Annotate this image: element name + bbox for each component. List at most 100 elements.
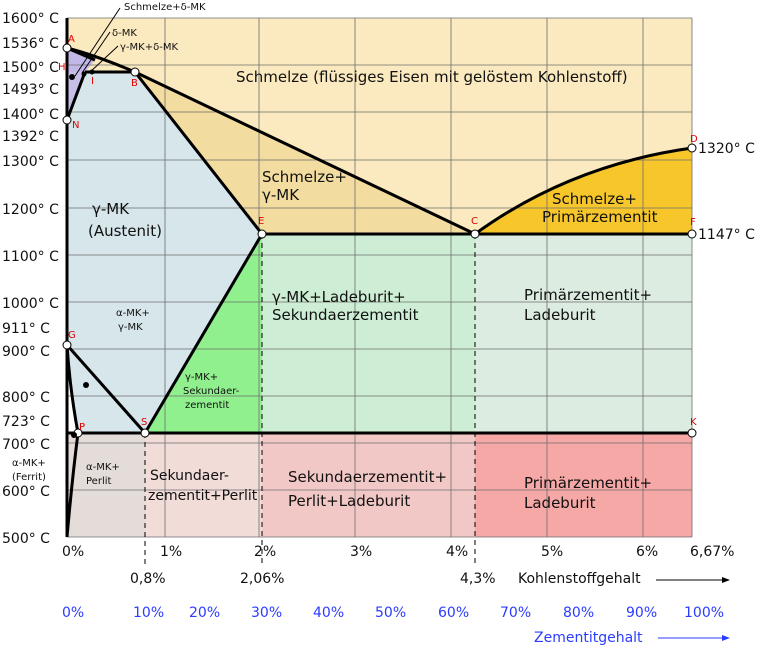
label-i: I — [91, 76, 94, 87]
label-melt-prim-1: Schmelze+ — [552, 190, 637, 208]
label-alpha-gamma-2: γ-MK — [118, 322, 143, 333]
y-label: 1000° C — [2, 296, 59, 312]
x-special-label: 4,3% — [460, 571, 496, 587]
cementite-axis-label: Zementitgehalt — [534, 630, 643, 646]
label-melt: Schmelze (flüssiges Eisen mit gelöstem K… — [236, 68, 628, 86]
cementite-labels: 0% 10% 20% 30% 40% 50% 60% 70% 80% 90% 1… — [62, 605, 724, 646]
y-label: 1392° C — [2, 129, 59, 145]
cementite-label: 90% — [626, 605, 657, 621]
region-delta — [67, 48, 95, 72]
cementite-label: 50% — [375, 605, 406, 621]
point-a-marker — [62, 43, 72, 53]
y-label: 800° C — [2, 390, 50, 406]
phase-lines — [65, 18, 693, 538]
label-prim-led-low-1: Primärzementit+ — [524, 474, 652, 492]
y-label: 1536° C — [2, 36, 59, 52]
y-label: 1493° C — [2, 82, 59, 98]
y-label: 1600° C — [2, 11, 59, 27]
y-label: 700° C — [2, 437, 50, 453]
label-alpha-gamma-1: α-MK+ — [116, 308, 150, 319]
label-melt-gamma-2: γ-MK — [262, 186, 300, 204]
region-alpha-perlit — [67, 433, 145, 537]
point-d-marker — [687, 143, 697, 153]
carbon-axis-label: Kohlenstoffgehalt — [518, 571, 641, 587]
cementite-label: 20% — [189, 605, 220, 621]
label-ferrit-1: α-MK+ — [12, 458, 46, 469]
x-label: 6% — [636, 544, 658, 560]
phase-points — [62, 43, 697, 438]
cementite-label: 70% — [500, 605, 531, 621]
y-label: 1400° C — [2, 107, 59, 123]
cementite-label: 0% — [62, 605, 84, 621]
point-letters: A B C D E F G H I K N P S — [58, 34, 698, 433]
y-label: 500° C — [2, 531, 50, 547]
label-gamma-led-1: γ-MK+Ladeburit+ — [272, 288, 406, 306]
region-sekundaerzementit-perlit-ladeburit — [262, 433, 475, 537]
label-b: B — [131, 78, 138, 89]
x-special-label: 2,06% — [240, 571, 284, 587]
region-primaerzementit-ladeburit-low — [475, 433, 692, 537]
point-c-marker — [470, 229, 480, 239]
label-g: G — [68, 330, 76, 341]
y-axis-labels: 1600° C 1536° C 1500° C 1493° C 1400° C … — [2, 11, 59, 547]
x-label: 6,67% — [690, 544, 734, 560]
carbon-axis-arrowhead — [722, 577, 730, 583]
cementite-axis-arrowhead — [722, 635, 730, 641]
label-a: A — [68, 34, 75, 45]
label-e: E — [258, 216, 264, 227]
cementite-label: 10% — [133, 605, 164, 621]
x-label: 4% — [446, 544, 468, 560]
phase-regions — [67, 18, 692, 537]
point-b-marker — [130, 67, 140, 77]
label-schmelze-delta: Schmelze+δ-MK — [124, 2, 206, 13]
x-label: 2% — [254, 544, 276, 560]
cementite-label: 30% — [251, 605, 282, 621]
x-axis-labels: 0% 1% 2% 3% 4% 5% 6% 6,67% 0,8% 2,06% 4,… — [62, 544, 734, 587]
x-special-label: 0,8% — [130, 571, 166, 587]
right-label-1147: 1147° C — [698, 227, 755, 243]
x-label: 0% — [62, 544, 84, 560]
point-s-marker — [140, 428, 150, 438]
grid-lines — [66, 17, 693, 538]
point-n-marker — [62, 115, 72, 125]
label-melt-prim-2: Primärzementit — [542, 208, 658, 226]
y-label: 723° C — [2, 414, 50, 430]
x-label: 5% — [541, 544, 563, 560]
label-gamma-delta: γ-MK+δ-MK — [120, 42, 178, 53]
y-label: 900° C — [2, 344, 50, 360]
region-sekundaerzementit-perlit — [145, 433, 262, 537]
region-austenite — [67, 72, 262, 433]
label-sek-perlit-2: zementit+Perlit — [148, 488, 258, 504]
cementite-label: 100% — [684, 605, 724, 621]
x-label: 1% — [160, 544, 182, 560]
y-label: 1200° C — [2, 202, 59, 218]
label-ferrit-2: (Ferrit) — [12, 472, 46, 483]
label-prim-led-2: Ladeburit — [524, 306, 596, 324]
label-gamma-sek-1: γ-MK+ — [185, 372, 218, 383]
y-label: 1300° C — [2, 154, 59, 170]
label-s: S — [141, 417, 147, 428]
y-label: 600° C — [2, 484, 50, 500]
y-label: 1500° C — [2, 60, 59, 76]
label-c: C — [471, 216, 478, 227]
point-k-marker — [687, 428, 697, 438]
label-gamma-sek-2: Sekundaer- — [183, 386, 240, 397]
label-alpha-perlit-1: α-MK+ — [86, 462, 120, 473]
dashed-markers — [144, 234, 476, 566]
label-f: F — [690, 217, 696, 228]
label-sek-perlit-1: Sekundaer- — [150, 468, 229, 484]
label-prim-led-1: Primärzementit+ — [524, 286, 652, 304]
cementite-label: 60% — [438, 605, 469, 621]
label-p: P — [79, 422, 85, 433]
label-d: D — [690, 134, 698, 145]
cementite-label: 40% — [313, 605, 344, 621]
label-gamma-led-2: Sekundaerzementit — [272, 306, 419, 324]
label-alpha-perlit-2: Perlit — [86, 476, 111, 487]
thin-lines — [74, 7, 121, 77]
label-n: N — [72, 120, 79, 131]
label-delta: δ-MK — [112, 28, 137, 39]
region-melt-primaerzementit — [475, 148, 692, 234]
point-f-marker — [687, 229, 697, 239]
region-gamma-ladeburit — [262, 234, 475, 433]
